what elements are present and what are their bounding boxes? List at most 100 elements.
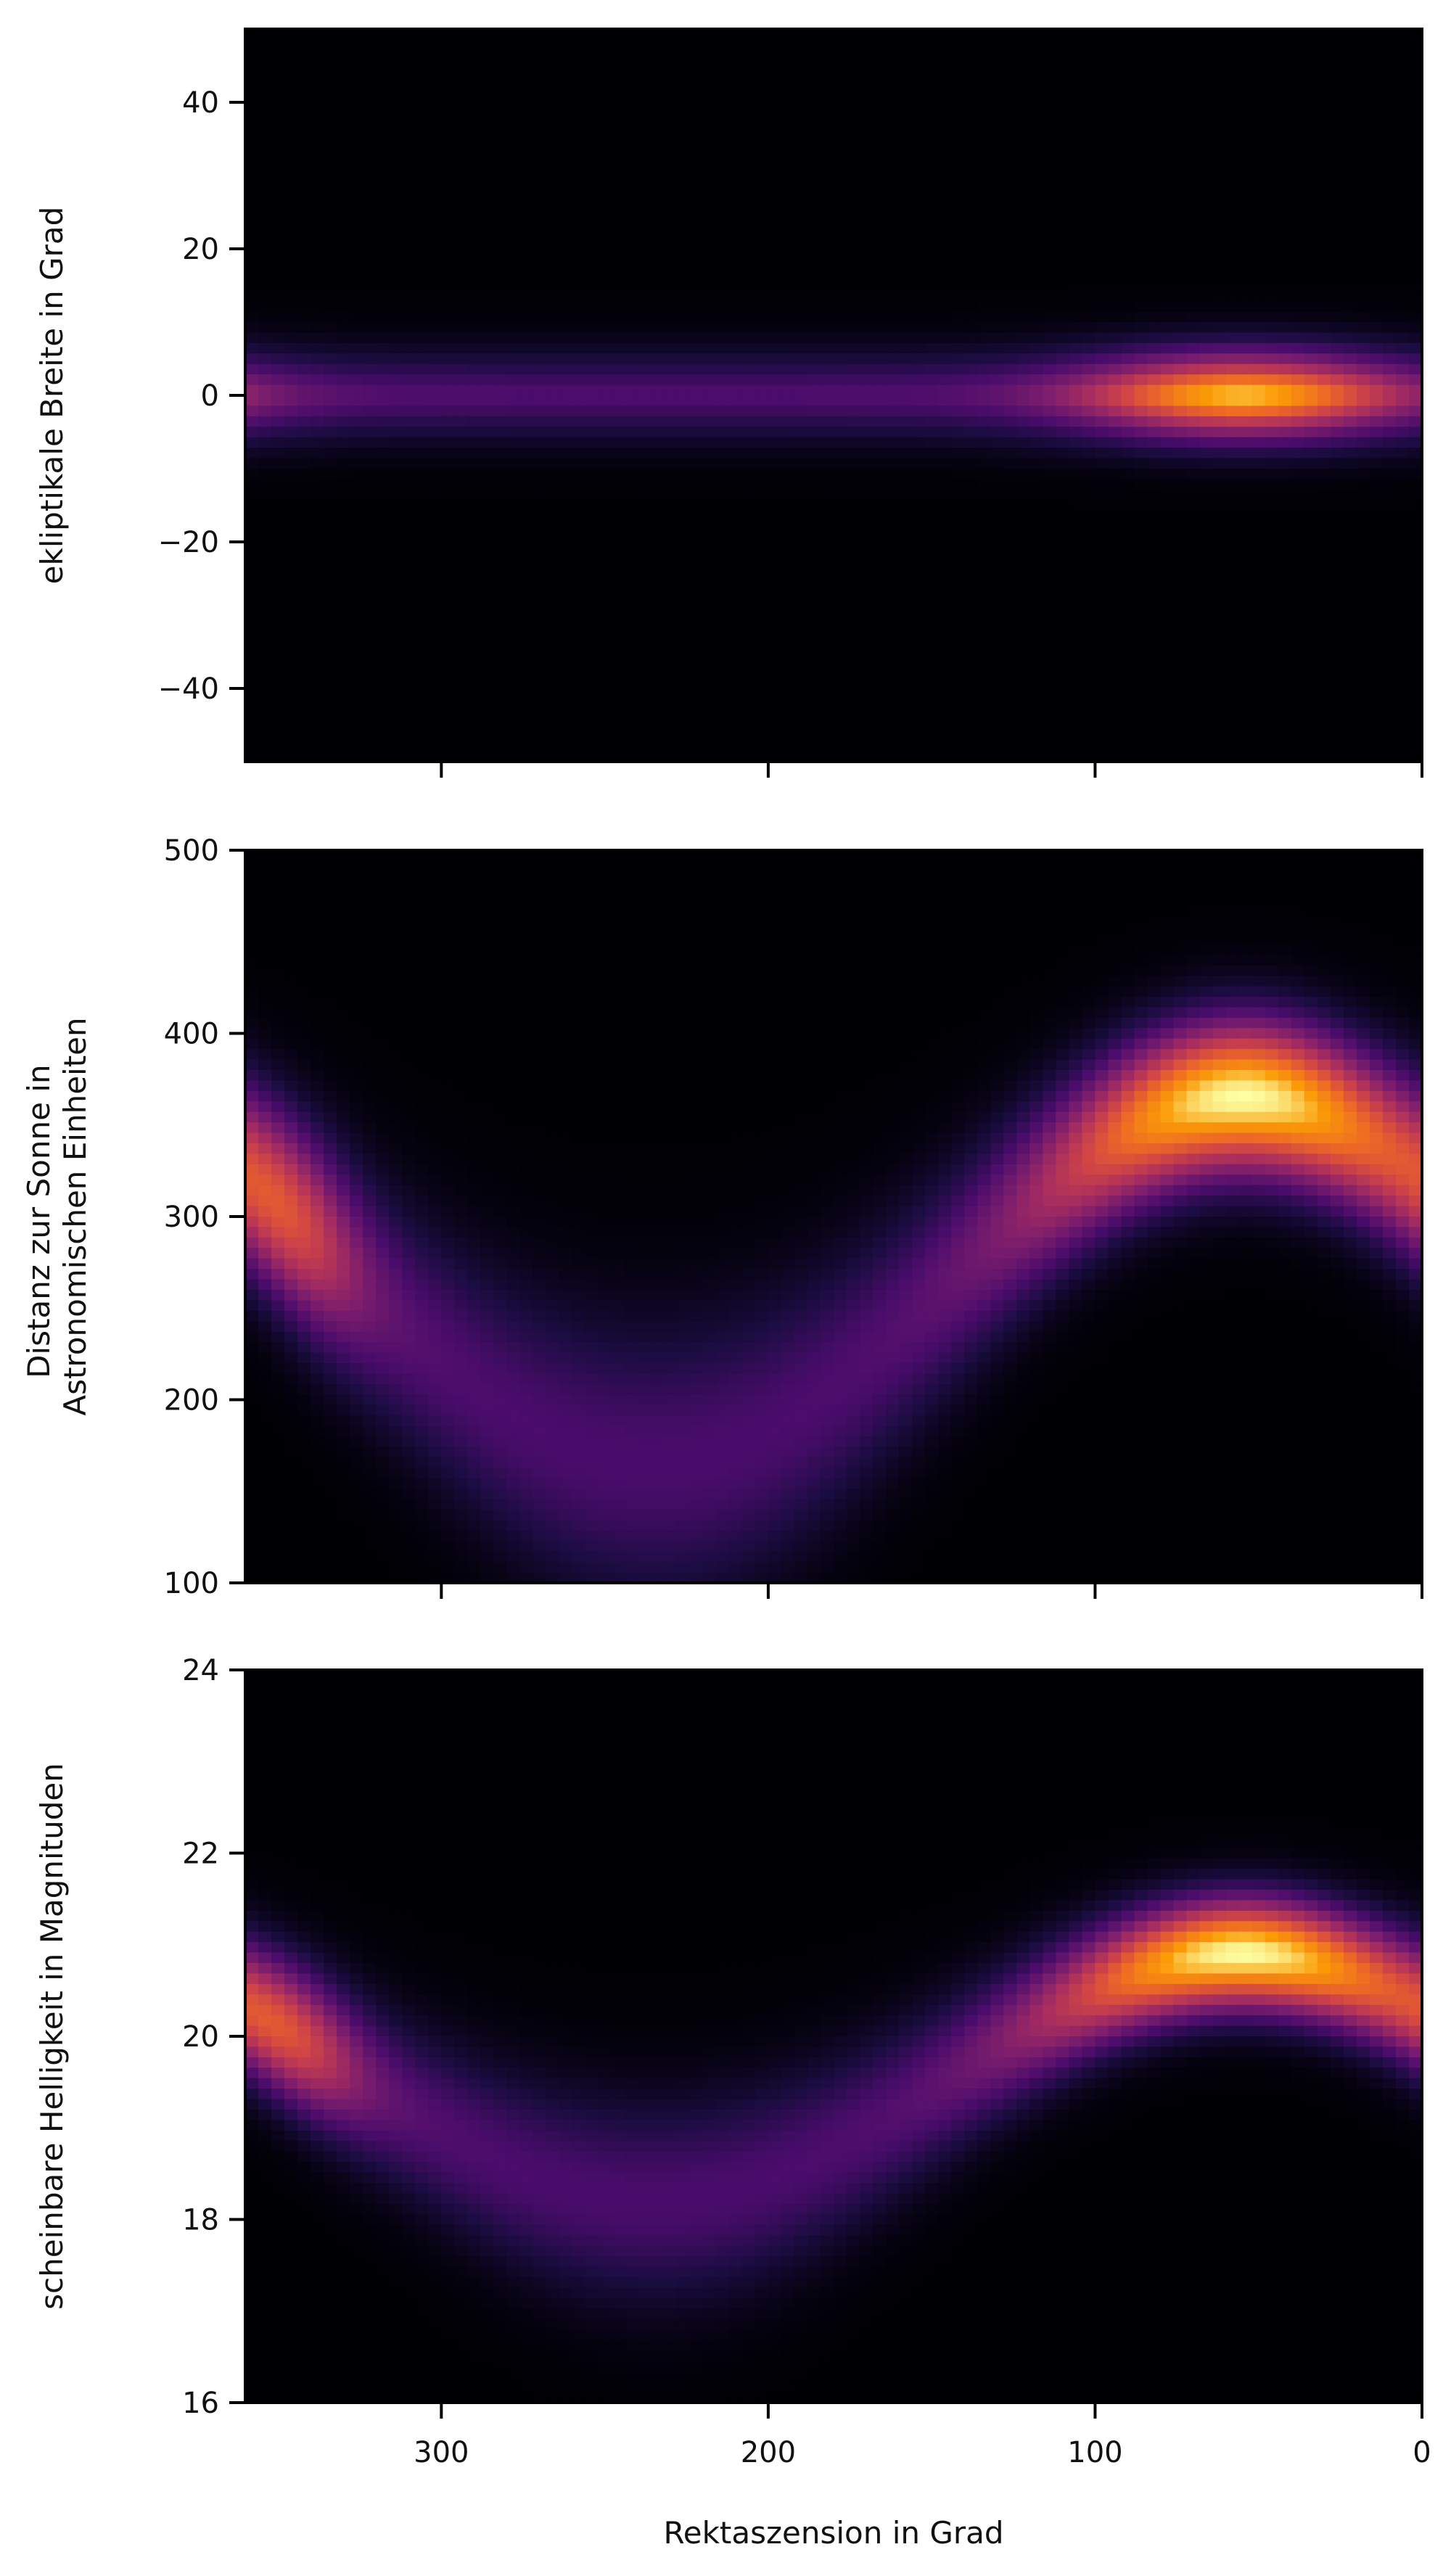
- heatmap-cell: [637, 144, 651, 155]
- heatmap-cell: [990, 290, 1004, 302]
- heatmap-cell: [1238, 301, 1253, 313]
- heatmap-cell: [624, 259, 638, 271]
- heatmap-cell: [873, 374, 887, 386]
- heatmap-cell: [1212, 395, 1227, 407]
- heatmap-cell: [572, 562, 586, 574]
- heatmap-cell: [311, 395, 324, 407]
- heatmap-cell: [794, 531, 808, 543]
- heatmap-cell: [886, 448, 900, 459]
- heatmap-cell: [480, 165, 495, 176]
- heatmap-cell: [585, 552, 599, 564]
- heatmap-cell: [506, 123, 521, 134]
- heatmap-cell: [454, 500, 468, 511]
- heatmap-cell: [1003, 144, 1017, 155]
- heatmap-cell: [258, 91, 272, 103]
- heatmap-cell: [402, 353, 416, 365]
- heatmap-cell: [1147, 123, 1162, 134]
- heatmap-cell: [702, 39, 717, 51]
- heatmap-cell: [715, 133, 730, 145]
- heatmap-cell: [1356, 531, 1370, 543]
- heatmap-cell: [559, 196, 573, 207]
- heatmap-cell: [284, 186, 298, 197]
- heatmap-cell: [1069, 500, 1083, 511]
- heatmap-cell: [1317, 269, 1331, 281]
- heatmap-cell: [297, 363, 311, 375]
- heatmap-cell: [1121, 165, 1135, 176]
- heatmap-cell: [363, 500, 377, 511]
- heatmap-cell: [1291, 311, 1305, 323]
- heatmap-cell: [428, 301, 442, 313]
- heatmap-cell: [1251, 489, 1266, 501]
- heatmap-cell: [1082, 112, 1096, 124]
- heatmap-cell: [1343, 123, 1357, 134]
- heatmap-cell: [847, 406, 860, 417]
- heatmap-cell: [663, 531, 678, 543]
- heatmap-cell: [1134, 259, 1148, 271]
- heatmap-cell: [493, 342, 508, 354]
- heatmap-cell: [755, 342, 769, 354]
- heatmap-cell: [1369, 29, 1384, 41]
- heatmap-cell: [324, 583, 337, 595]
- heatmap-cell: [768, 437, 782, 448]
- heatmap-cell: [271, 552, 285, 564]
- heatmap-cell: [1003, 290, 1017, 302]
- heatmap-cell: [676, 363, 691, 375]
- heatmap-cell: [637, 49, 651, 61]
- heatmap-cell: [912, 39, 926, 51]
- heatmap-cell: [1173, 573, 1188, 585]
- heatmap-cell: [519, 479, 534, 490]
- heatmap-cell: [964, 552, 978, 564]
- heatmap-cell: [1356, 165, 1370, 176]
- heatmap-cell: [480, 133, 495, 145]
- heatmap-cell: [284, 521, 298, 532]
- heatmap-cell: [415, 374, 429, 386]
- heatmap-cell: [1186, 81, 1201, 93]
- heatmap-cell: [768, 448, 782, 459]
- heatmap-cell: [1278, 594, 1292, 606]
- heatmap-cell: [781, 322, 795, 334]
- heatmap-cell: [546, 416, 560, 427]
- heatmap-cell: [1199, 269, 1214, 281]
- heatmap-cell: [964, 322, 978, 334]
- heatmap-cell: [454, 489, 468, 501]
- heatmap-cell: [1304, 165, 1318, 176]
- heatmap-cell: [415, 542, 429, 554]
- heatmap-cell: [376, 406, 390, 417]
- heatmap-cell: [1016, 552, 1030, 564]
- heatmap-cell: [350, 102, 363, 114]
- heatmap-cell: [415, 144, 429, 155]
- heatmap-cell: [428, 469, 442, 480]
- heatmap-cell: [598, 332, 612, 344]
- heatmap-cell: [663, 301, 678, 313]
- heatmap-cell: [728, 217, 743, 229]
- heatmap-cell: [768, 301, 782, 313]
- heatmap-cell: [1016, 269, 1030, 281]
- heatmap-cell: [637, 269, 651, 281]
- heatmap-cell: [741, 165, 756, 176]
- heatmap-cell: [258, 604, 272, 616]
- heatmap-cell: [376, 186, 390, 197]
- heatmap-cell: [1225, 155, 1240, 166]
- heatmap-cell: [1330, 458, 1344, 469]
- heatmap-cell: [1056, 196, 1069, 207]
- heatmap-cell: [1330, 353, 1344, 365]
- heatmap-cell: [363, 521, 377, 532]
- heatmap-cell: [1356, 469, 1370, 480]
- heatmap-cell: [676, 196, 691, 207]
- heatmap-cell: [480, 70, 495, 82]
- heatmap-cell: [702, 29, 717, 41]
- heatmap-cell: [258, 29, 272, 41]
- heatmap-cell: [1330, 290, 1344, 302]
- heatmap-cell: [480, 573, 495, 585]
- heatmap-cell: [820, 123, 834, 134]
- heatmap-cell: [768, 228, 782, 239]
- heatmap-cell: [715, 458, 730, 469]
- heatmap-cell: [1121, 469, 1135, 480]
- heatmap-cell: [1369, 91, 1384, 103]
- heatmap-cell: [728, 196, 743, 207]
- heatmap-cell: [363, 479, 377, 490]
- heatmap-cell: [1121, 489, 1135, 501]
- heatmap-cell: [1082, 322, 1096, 334]
- heatmap-cell: [350, 207, 363, 218]
- heatmap-cell: [820, 249, 834, 260]
